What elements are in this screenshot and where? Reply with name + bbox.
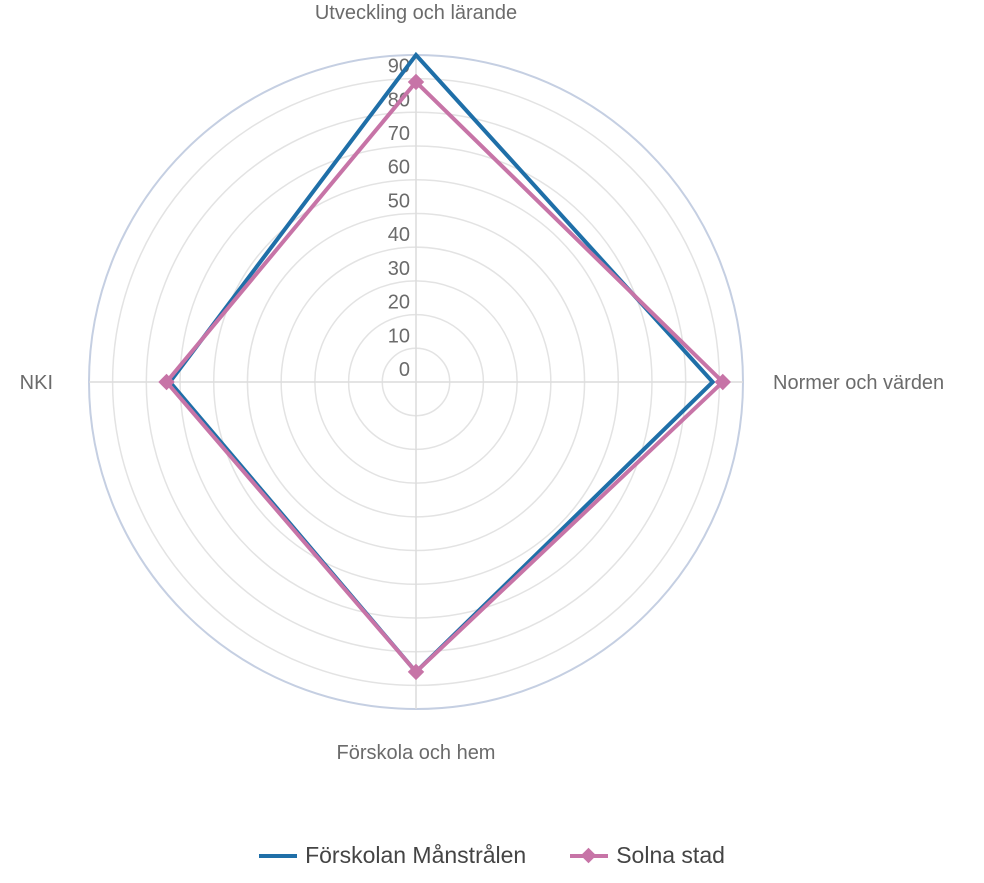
tick-label: 30	[388, 258, 410, 280]
series-marker	[407, 73, 425, 91]
axis-label: Förskola och hem	[337, 742, 496, 764]
tick-label: 40	[388, 224, 410, 246]
tick-label: 20	[388, 292, 410, 314]
data-series	[158, 51, 731, 681]
legend-item-series-2[interactable]: Solna stad	[570, 842, 725, 869]
series-line	[163, 79, 726, 675]
series-marker	[714, 373, 731, 391]
tick-label: 10	[388, 325, 410, 347]
axis-label: Normer och värden	[773, 372, 944, 394]
tick-label: 0	[399, 359, 410, 381]
axis-label: NKI	[20, 372, 53, 394]
legend-item-series-1[interactable]: Förskolan Månstrålen	[259, 842, 526, 869]
tick-label: 70	[388, 123, 410, 145]
tick-label: 60	[388, 157, 410, 179]
legend-label: Förskolan Månstrålen	[305, 842, 527, 868]
legend-label: Solna stad	[616, 842, 725, 868]
series-marker	[407, 663, 425, 681]
radar-grid	[88, 54, 744, 710]
axis-label: Utveckling och lärande	[315, 2, 517, 24]
legend-line-icon	[259, 846, 298, 866]
legend: Förskolan Månstrålen Solna stad	[0, 842, 984, 869]
category-axis-labels: Utveckling och lärande Normer och värden F…	[20, 2, 945, 764]
tick-label: 50	[388, 190, 410, 212]
legend-diamond-icon	[570, 846, 609, 866]
series-marker	[158, 373, 175, 391]
